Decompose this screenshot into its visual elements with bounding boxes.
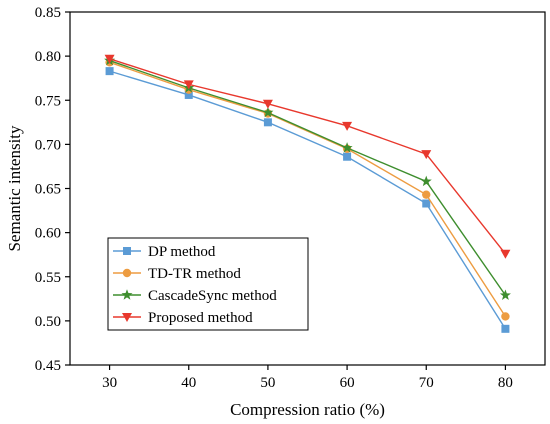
legend-box <box>107 237 309 331</box>
y-tick-label: 0.70 <box>35 137 61 153</box>
x-axis: 30 40 50 60 70 80 <box>102 365 513 391</box>
series-dp-method <box>105 67 510 333</box>
data-point <box>343 152 352 161</box>
data-point <box>263 118 272 127</box>
series-line <box>109 70 507 330</box>
y-tick-label: 0.55 <box>35 270 61 286</box>
data-point <box>262 99 273 109</box>
y-tick-label: 0.45 <box>35 358 61 374</box>
y-tick-label: 0.65 <box>35 182 61 198</box>
y-tick-label: 0.85 <box>35 5 61 21</box>
legend-label: Proposed method <box>148 310 253 326</box>
legend-entry: Proposed method <box>113 310 253 326</box>
legend-entry: CascadeSync method <box>113 288 277 304</box>
x-axis-title: Compression ratio (%) <box>230 400 385 419</box>
x-tick-label: 40 <box>181 375 196 391</box>
data-point <box>422 199 431 208</box>
x-tick-label: 80 <box>498 375 513 391</box>
data-point <box>501 324 510 333</box>
data-point <box>421 150 432 160</box>
data-point <box>104 54 115 64</box>
y-tick-label: 0.50 <box>35 314 61 330</box>
legend-entry: DP method <box>113 244 216 260</box>
x-tick-label: 30 <box>102 375 117 391</box>
legend-marker <box>122 268 132 278</box>
legend-marker <box>123 247 131 255</box>
legend-marker <box>121 289 133 300</box>
data-point <box>262 106 274 118</box>
series-line <box>109 59 506 296</box>
x-tick-label: 70 <box>419 375 434 391</box>
legend-marker <box>122 313 132 322</box>
series-line <box>109 58 506 255</box>
legend: DP method TD-TR method CascadeSync method P… <box>107 237 309 331</box>
data-point <box>501 312 510 321</box>
x-tick-label: 60 <box>340 375 355 391</box>
y-axis-title: Semantic intensity <box>5 125 24 252</box>
series-proposed-method <box>104 54 511 259</box>
data-point <box>499 289 511 300</box>
x-tick-label: 50 <box>260 375 275 391</box>
legend-label: DP method <box>148 244 216 260</box>
data-point <box>342 121 353 131</box>
y-axis: 0.45 0.50 0.55 0.60 0.65 0.70 0.75 0.80 0.85 <box>35 5 70 374</box>
data-point <box>184 90 193 99</box>
data-point <box>183 80 194 90</box>
y-tick-label: 0.75 <box>35 93 61 109</box>
legend-label: CascadeSync method <box>148 288 277 304</box>
data-point <box>422 190 431 199</box>
series-layer <box>104 54 511 333</box>
y-tick-label: 0.80 <box>35 49 61 65</box>
series-line <box>109 61 507 317</box>
data-point <box>500 249 511 259</box>
legend-entry: TD-TR method <box>113 266 241 282</box>
data-point <box>341 142 353 153</box>
y-tick-label: 0.60 <box>35 226 61 242</box>
data-point <box>420 175 432 187</box>
legend-label: TD-TR method <box>148 266 241 282</box>
data-point <box>105 67 114 76</box>
